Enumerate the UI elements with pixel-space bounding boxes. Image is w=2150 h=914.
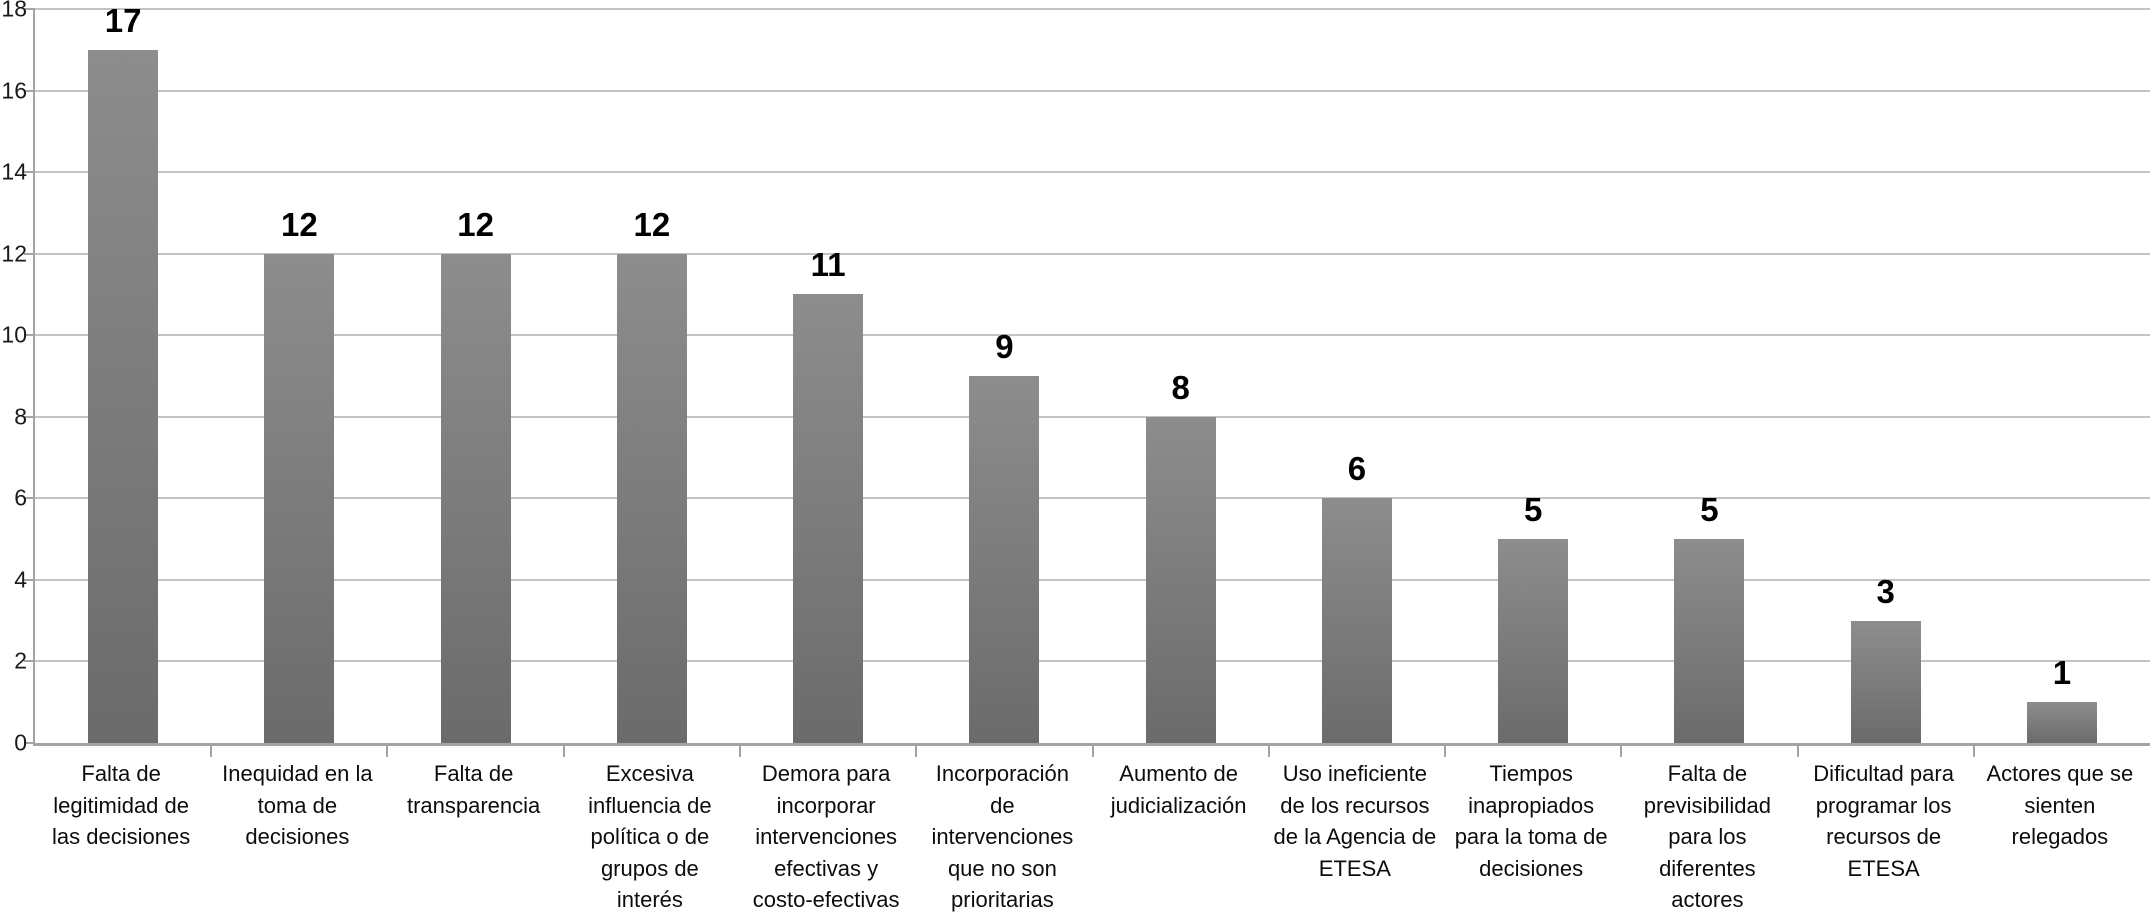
- bar: [1145, 416, 1216, 743]
- y-axis-tick: [24, 334, 35, 337]
- bar-slot: 3: [1798, 9, 1974, 743]
- x-axis-tick: [386, 745, 389, 757]
- bar-slot: 17: [35, 4, 211, 743]
- bar: [1498, 539, 1569, 743]
- bar-slot: 9: [916, 9, 1092, 743]
- y-axis-tick-label: 8: [14, 403, 27, 430]
- y-axis-tick-label: 10: [1, 321, 27, 348]
- bar: [264, 253, 335, 743]
- category-label: Excesiva influencia de política o de gru…: [588, 761, 712, 912]
- x-axis-tick: [1443, 745, 1446, 757]
- y-axis-tick-label: 12: [1, 240, 27, 267]
- y-axis-tick: [24, 660, 35, 663]
- x-axis-tick: [210, 745, 213, 757]
- gridline: [35, 660, 2150, 663]
- category-label: Falta de legitimidad de las decisiones: [52, 761, 191, 849]
- bar-slot: 6: [1269, 9, 1445, 743]
- gridline: [35, 171, 2150, 174]
- category-label: Falta de previsibilidad para los diferen…: [1643, 761, 1771, 912]
- category-label: Uso ineficiente de los recursos de la Ag…: [1273, 761, 1437, 881]
- x-axis-tick: [562, 745, 565, 757]
- y-axis-tick: [24, 415, 35, 418]
- bar-value-label: 6: [1347, 450, 1367, 488]
- x-axis-tick: [1267, 745, 1270, 757]
- y-axis-tick-label: 18: [1, 0, 27, 22]
- category-label: Falta de transparencia: [406, 761, 541, 818]
- plot-area: 0 2 4 6 8 10 12 14 16 18 17 12 12 12 11 9 8 6 5 5 3 1: [1, 0, 2150, 757]
- y-axis-tick-label: 2: [14, 647, 27, 674]
- category-label: Dificultad para programar los recursos d…: [1813, 761, 1954, 881]
- x-axis-tick: [738, 745, 741, 757]
- category-label: Incorporación de intervenciones que no s…: [931, 761, 1074, 912]
- bar: [2026, 702, 2097, 743]
- bar-value-label: 8: [1171, 368, 1190, 406]
- bar: [793, 294, 864, 743]
- y-axis-tick-label: 0: [14, 729, 27, 756]
- y-axis-tick: [24, 578, 35, 581]
- x-axis-category-labels: Falta de legitimidad de las decisiones In…: [33, 758, 2148, 914]
- bar-value-label: 17: [104, 1, 142, 39]
- bar: [1321, 498, 1392, 743]
- bar: [969, 376, 1040, 743]
- bar-slot: 12: [564, 9, 740, 743]
- bar-value-label: 1: [2052, 654, 2072, 692]
- x-axis-tick: [915, 745, 918, 757]
- bar: [616, 253, 687, 743]
- y-axis-tick: [24, 171, 35, 174]
- bar: [88, 49, 159, 743]
- bar-value-label: 12: [281, 205, 318, 243]
- category-label: Tiempos inapropiados para la toma de dec…: [1454, 761, 1608, 881]
- x-axis-tick: [1620, 745, 1623, 757]
- x-axis-tick: [1091, 745, 1094, 757]
- bar-value-label: 9: [995, 328, 1014, 365]
- bar-slot: 12: [211, 9, 387, 743]
- bar-value-label: 3: [1876, 572, 1895, 610]
- gridline: [35, 8, 2150, 10]
- bar-value-label: 12: [633, 205, 671, 243]
- gridline: [35, 497, 2150, 500]
- y-axis-tick-label: 6: [14, 484, 27, 511]
- y-axis-tick-label: 16: [1, 77, 27, 104]
- gridline: [35, 578, 2150, 581]
- bar-value-label: 5: [1523, 491, 1543, 529]
- bar-value-label: 12: [457, 205, 494, 243]
- y-axis-tick: [24, 497, 35, 500]
- gridline: [35, 334, 2150, 337]
- gridline: [35, 415, 2150, 418]
- bar-slot: 5: [1445, 9, 1621, 743]
- category-label: Actores que se sienten relegados: [1986, 761, 2134, 849]
- bar-slot: 12: [388, 9, 564, 743]
- x-axis-tick: [1796, 745, 1799, 757]
- bar-slot: 1: [1974, 9, 2150, 743]
- bar-value-label: 5: [1700, 491, 1719, 529]
- category-label: Demora para incorporar intervenciones ef…: [752, 761, 900, 912]
- bar-slot: 11: [740, 9, 916, 743]
- gridline: [35, 89, 2150, 92]
- gridline: [35, 252, 2150, 255]
- bar: [1850, 620, 1921, 743]
- y-axis-tick: [24, 89, 35, 92]
- category-label: Inequidad en la toma de decisiones: [222, 761, 373, 849]
- bar: [1674, 539, 1745, 743]
- bar-value-label: 11: [810, 246, 846, 284]
- y-axis-tick: [24, 742, 35, 744]
- y-axis-tick-label: 14: [1, 158, 27, 185]
- bar: [440, 253, 511, 743]
- y-axis-tick-label: 4: [14, 566, 27, 593]
- category-label: Aumento de judicialización: [1110, 761, 1247, 818]
- y-axis-tick: [24, 8, 35, 10]
- bar-slot: 8: [1093, 9, 1269, 743]
- bar-slot: 5: [1621, 9, 1797, 743]
- y-axis-tick: [24, 252, 35, 255]
- x-axis-tick: [1972, 745, 1975, 757]
